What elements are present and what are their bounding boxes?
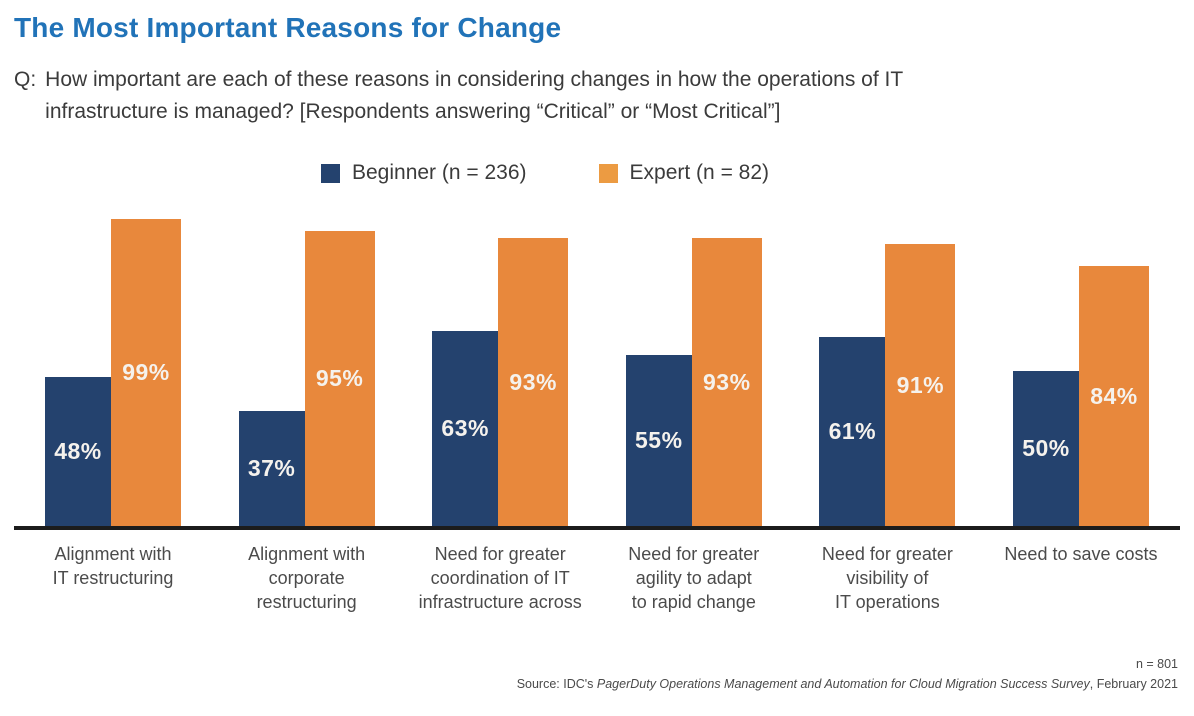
- expert-bar: 95%: [304, 231, 375, 526]
- chart-group: 61% 91%: [792, 216, 982, 526]
- bar-value-label: 55%: [635, 427, 683, 453]
- category-label: Need to save costs: [1004, 544, 1158, 564]
- chart-bars-row: 48% 99% 37% 95% 63% 93% 55% 93% 61% 91% 50% 84%: [14, 216, 1180, 526]
- chart-category-labels: Alignment with IT restructuring Alignment …: [14, 543, 1180, 614]
- bar-value-label: 93%: [703, 368, 751, 395]
- legend-item-expert: Expert (n = 82): [598, 161, 770, 185]
- bar-value-label: 99%: [122, 359, 170, 385]
- bar-chart: 48% 99% 37% 95% 63% 93% 55% 93% 61% 91% 50% 84% Ali…: [14, 216, 1180, 614]
- bar-value-label: 84%: [1090, 382, 1138, 409]
- beginner-bar: 63%: [432, 331, 499, 526]
- x-axis-line: [14, 526, 1180, 530]
- expert-bar: 91%: [885, 244, 956, 526]
- category-label: Need for greater visibility of IT operatio…: [821, 544, 953, 612]
- category-label: Alignment with corporate restructuring: [248, 544, 366, 612]
- bar-value-label: 50%: [1022, 435, 1070, 461]
- legend-item-beginner: Beginner (n = 236): [320, 161, 527, 185]
- source-survey-name: PagerDuty Operations Management and Auto…: [596, 676, 1090, 691]
- question-line-2: infrastructure is managed? [Respondents …: [45, 99, 781, 123]
- legend-label-expert: Expert (n = 82): [629, 161, 770, 184]
- bar-value-label: 61%: [828, 418, 877, 444]
- question-line-1: How important are each of these reasons …: [45, 68, 904, 91]
- source-suffix: , February 2021: [1089, 676, 1178, 691]
- bar-value-label: 48%: [54, 438, 102, 464]
- bar-value-label: 95%: [315, 365, 364, 391]
- chart-group: 37% 95%: [212, 216, 402, 526]
- page-title: The Most Important Reasons for Change: [14, 12, 562, 43]
- bar-value-label: 93%: [509, 368, 557, 395]
- chart-footer: n = 801 Source: IDC's PagerDuty Operatio…: [517, 655, 1178, 694]
- beginner-bar: 37%: [238, 411, 305, 526]
- chart-group: 55% 93%: [599, 216, 789, 526]
- expert-bar: 84%: [1078, 266, 1149, 526]
- beginner-bar: 48%: [45, 377, 111, 526]
- bar-value-label: 37%: [247, 455, 296, 481]
- sample-size-label: n = 801: [1135, 657, 1178, 672]
- chart-group: 48% 99%: [18, 216, 208, 526]
- chart-legend: Beginner (n = 236) Expert (n = 82): [0, 161, 1128, 185]
- beginner-bar: 50%: [1012, 371, 1079, 526]
- source-line: Source: IDC's PagerDuty Operations Manag…: [517, 675, 1178, 694]
- source-prefix: Source: IDC's: [516, 676, 597, 691]
- expert-bar: 93%: [498, 238, 569, 526]
- beginner-bar: 55%: [625, 355, 692, 526]
- bar-value-label: 91%: [896, 371, 945, 398]
- category-label: Alignment with IT restructuring: [52, 544, 174, 588]
- bar-value-label: 63%: [441, 415, 489, 441]
- chart-group: 50% 84%: [986, 216, 1176, 526]
- expert-bar: 99%: [111, 219, 181, 526]
- beginner-bar: 61%: [819, 337, 886, 526]
- expert-swatch-icon: [598, 163, 618, 183]
- category-label: Need for greater agility to adapt to rapid…: [628, 544, 760, 612]
- expert-bar: 93%: [691, 238, 762, 526]
- survey-question: Q: How important are each of these reaso…: [14, 64, 1180, 127]
- category-label: Need for greater coordination of IT infras…: [418, 544, 582, 612]
- beginner-swatch-icon: [320, 163, 340, 183]
- chart-group: 63% 93%: [405, 216, 595, 526]
- question-text: How important are each of these reasons …: [45, 64, 903, 127]
- legend-label-beginner: Beginner (n = 236): [351, 161, 527, 184]
- question-prefix: Q:: [14, 68, 37, 91]
